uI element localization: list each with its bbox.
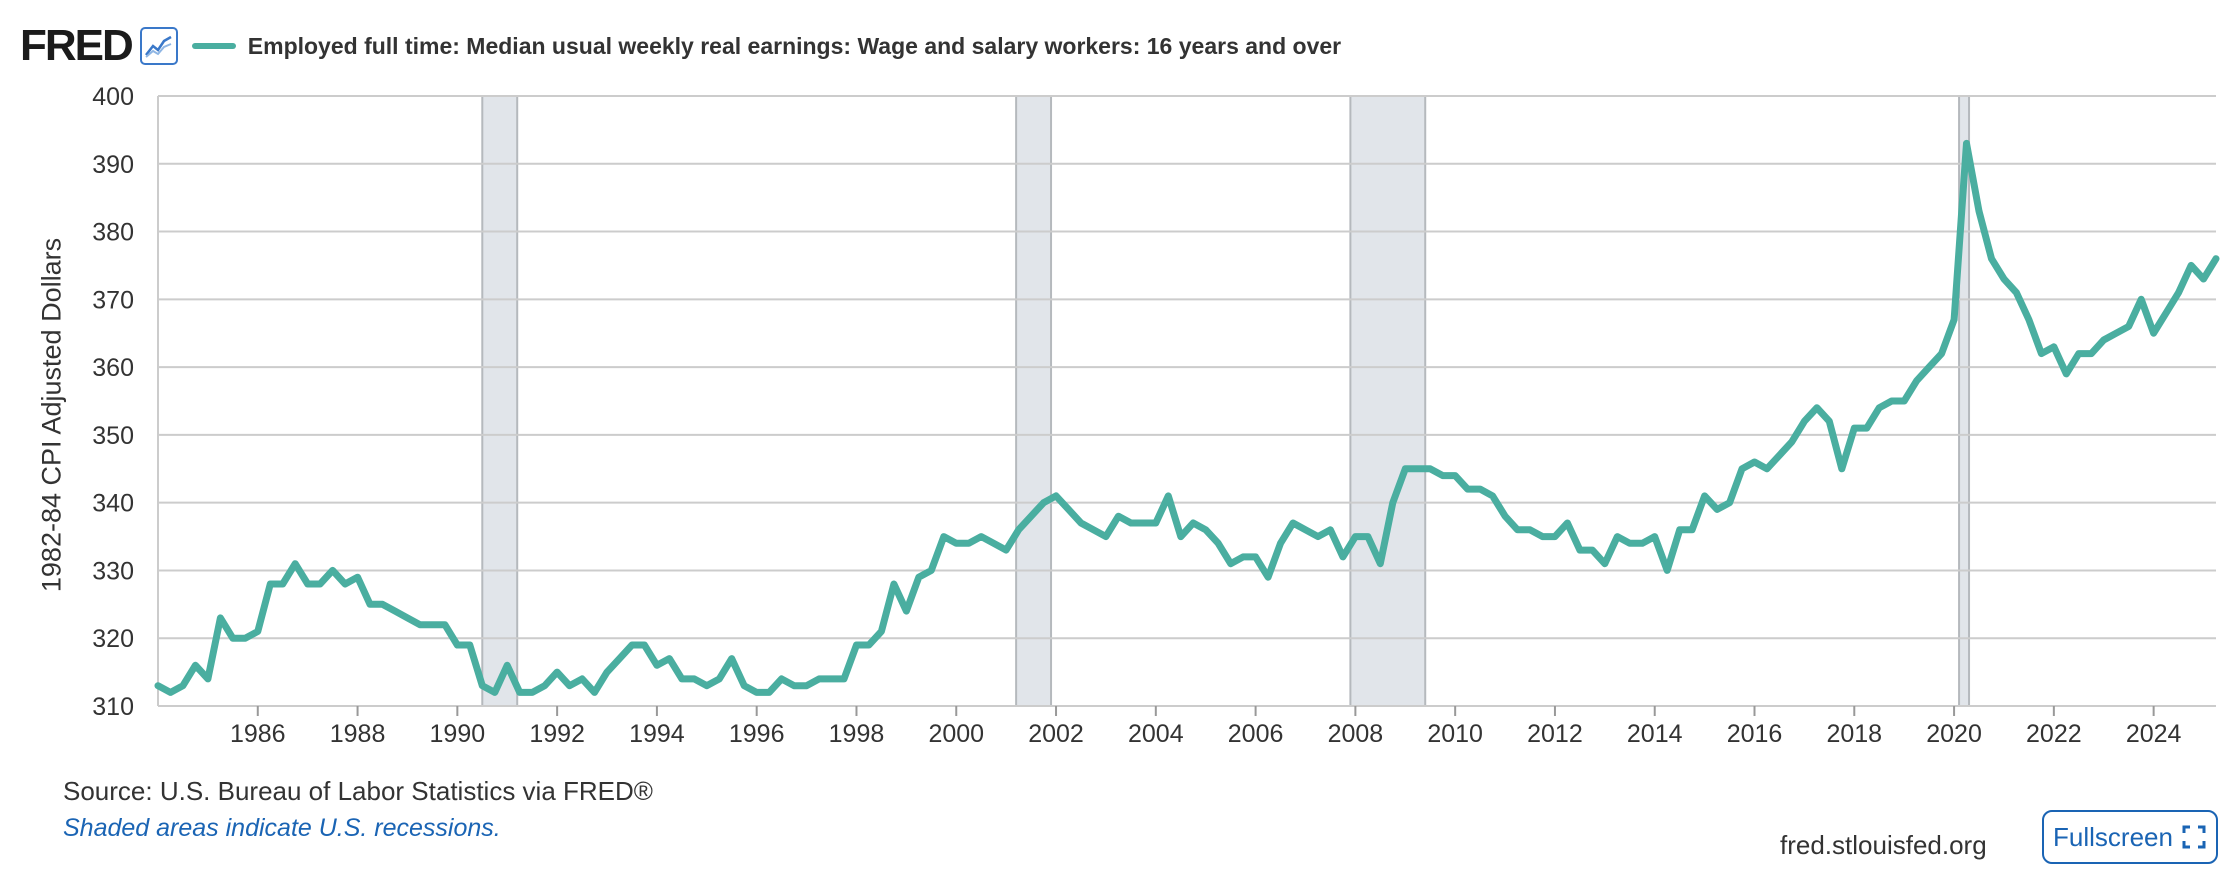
x-tick-label: 1994	[629, 720, 685, 748]
y-tick-label: 320	[92, 625, 134, 653]
x-tick-label: 2002	[1028, 720, 1084, 748]
y-tick-label: 340	[92, 490, 134, 518]
fullscreen-button[interactable]: Fullscreen	[2042, 810, 2218, 864]
recession-band	[482, 96, 518, 706]
x-tick-label: 1996	[729, 720, 785, 748]
site-url[interactable]: fred.stlouisfed.org	[1780, 830, 1987, 860]
y-tick-label: 360	[92, 354, 134, 382]
x-tick-label: 2012	[1527, 720, 1583, 748]
y-tick-label: 380	[92, 219, 134, 247]
y-axis-label: 1982-84 CPI Adjusted Dollars	[36, 237, 67, 593]
source-note: Source: U.S. Bureau of Labor Statistics …	[63, 776, 653, 806]
x-tick-label: 2000	[928, 720, 984, 748]
x-tick-label: 2010	[1427, 720, 1483, 748]
fullscreen-icon	[2182, 825, 2206, 849]
legend-series-swatch	[191, 43, 236, 49]
x-axis-ticks: 1986 1988 1990 1992 1994 1996 1998 2000 2002 2004…	[230, 706, 2182, 748]
recession-band	[1016, 96, 1052, 706]
fullscreen-label: Fullscreen	[2053, 821, 2173, 852]
series-layer	[154, 139, 2220, 696]
recession-band	[1350, 96, 1426, 706]
x-tick-label: 2020	[1926, 720, 1982, 748]
x-tick-label: 2024	[2126, 720, 2182, 748]
series-line	[154, 139, 2220, 696]
x-tick-label: 1998	[829, 720, 885, 748]
line-chart-icon[interactable]	[139, 27, 178, 65]
x-tick-label: 1988	[330, 720, 386, 748]
x-tick-label: 2004	[1128, 720, 1184, 748]
x-tick-label: 2008	[1328, 720, 1384, 748]
y-tick-label: 310	[92, 693, 134, 721]
x-tick-label: 2016	[1727, 720, 1783, 748]
x-tick-label: 2022	[2026, 720, 2082, 748]
recession-bands	[481, 96, 1971, 706]
x-tick-label: 2018	[1826, 720, 1882, 748]
x-tick-label: 2014	[1627, 720, 1683, 748]
recession-note: Shaded areas indicate U.S. recessions.	[63, 814, 501, 842]
y-tick-label: 330	[92, 557, 134, 585]
x-tick-label: 1986	[230, 720, 286, 748]
y-tick-label: 350	[92, 422, 134, 450]
recession-band	[1959, 96, 1970, 706]
y-tick-label: 400	[92, 83, 134, 111]
y-axis-ticks: 310 320 330 340 350 360 370 380 390 400	[92, 83, 134, 721]
grid-lines	[157, 95, 2216, 707]
y-tick-label: 390	[92, 151, 134, 179]
x-tick-label: 1992	[529, 720, 585, 748]
chart-header: FRED Employed full time: Median usual we…	[20, 22, 1341, 70]
x-tick-label: 1990	[430, 720, 486, 748]
fred-logo[interactable]: FRED	[20, 21, 134, 70]
series-title: Employed full time: Median usual weekly …	[247, 32, 1342, 59]
y-tick-label: 370	[92, 286, 134, 314]
x-tick-label: 2006	[1228, 720, 1284, 748]
